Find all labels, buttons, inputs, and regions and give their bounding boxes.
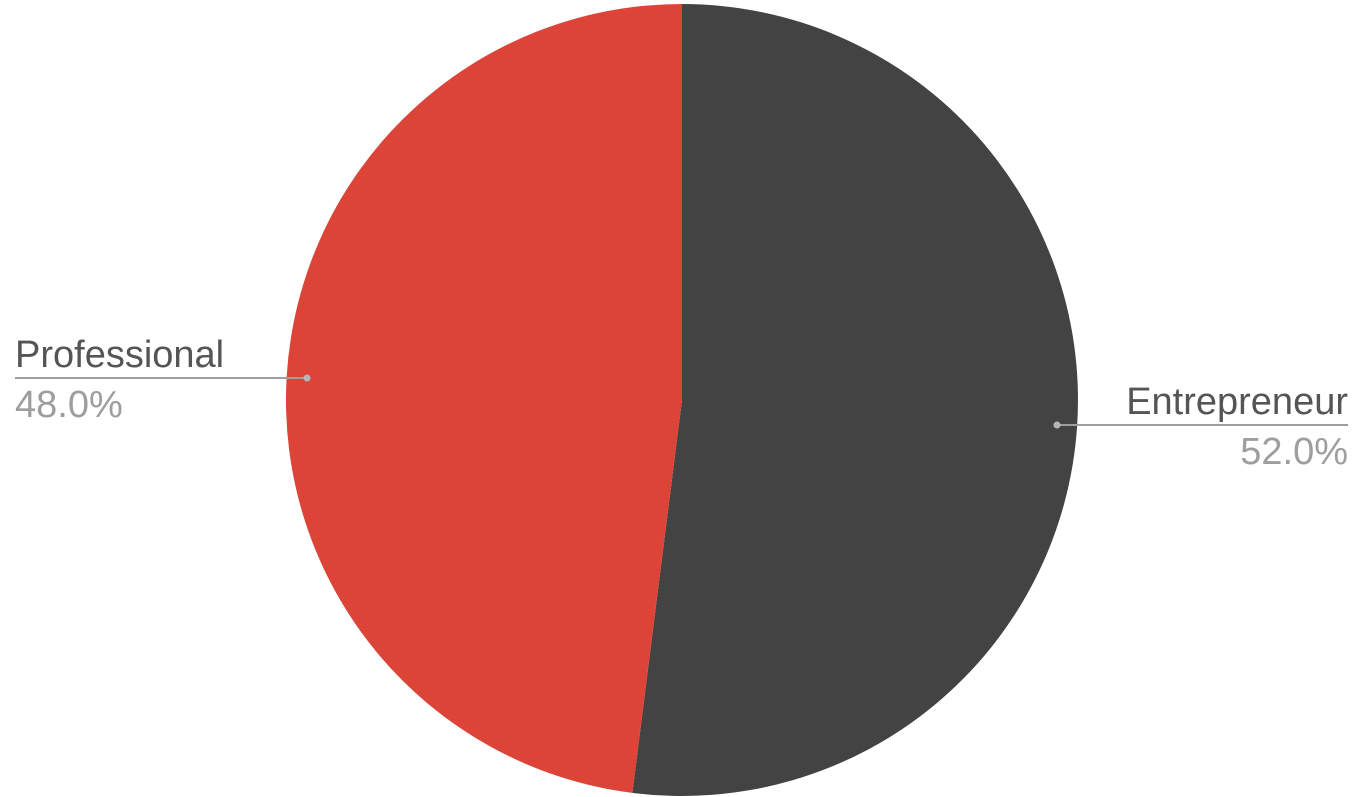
slice-label-professional: Professional — [15, 334, 225, 376]
leader-dot-entrepreneur — [1053, 421, 1061, 429]
pie-slice-entrepreneur — [632, 4, 1078, 796]
pie-slices — [285, 3, 1078, 796]
pie-slice-professional — [285, 3, 682, 793]
callout-leaders — [15, 374, 1348, 429]
slice-value-entrepreneur: 52.0% — [1240, 431, 1348, 473]
leader-dot-professional — [303, 374, 311, 382]
slice-label-entrepreneur: Entrepreneur — [1126, 381, 1348, 423]
slice-value-professional: 48.0% — [15, 384, 123, 426]
